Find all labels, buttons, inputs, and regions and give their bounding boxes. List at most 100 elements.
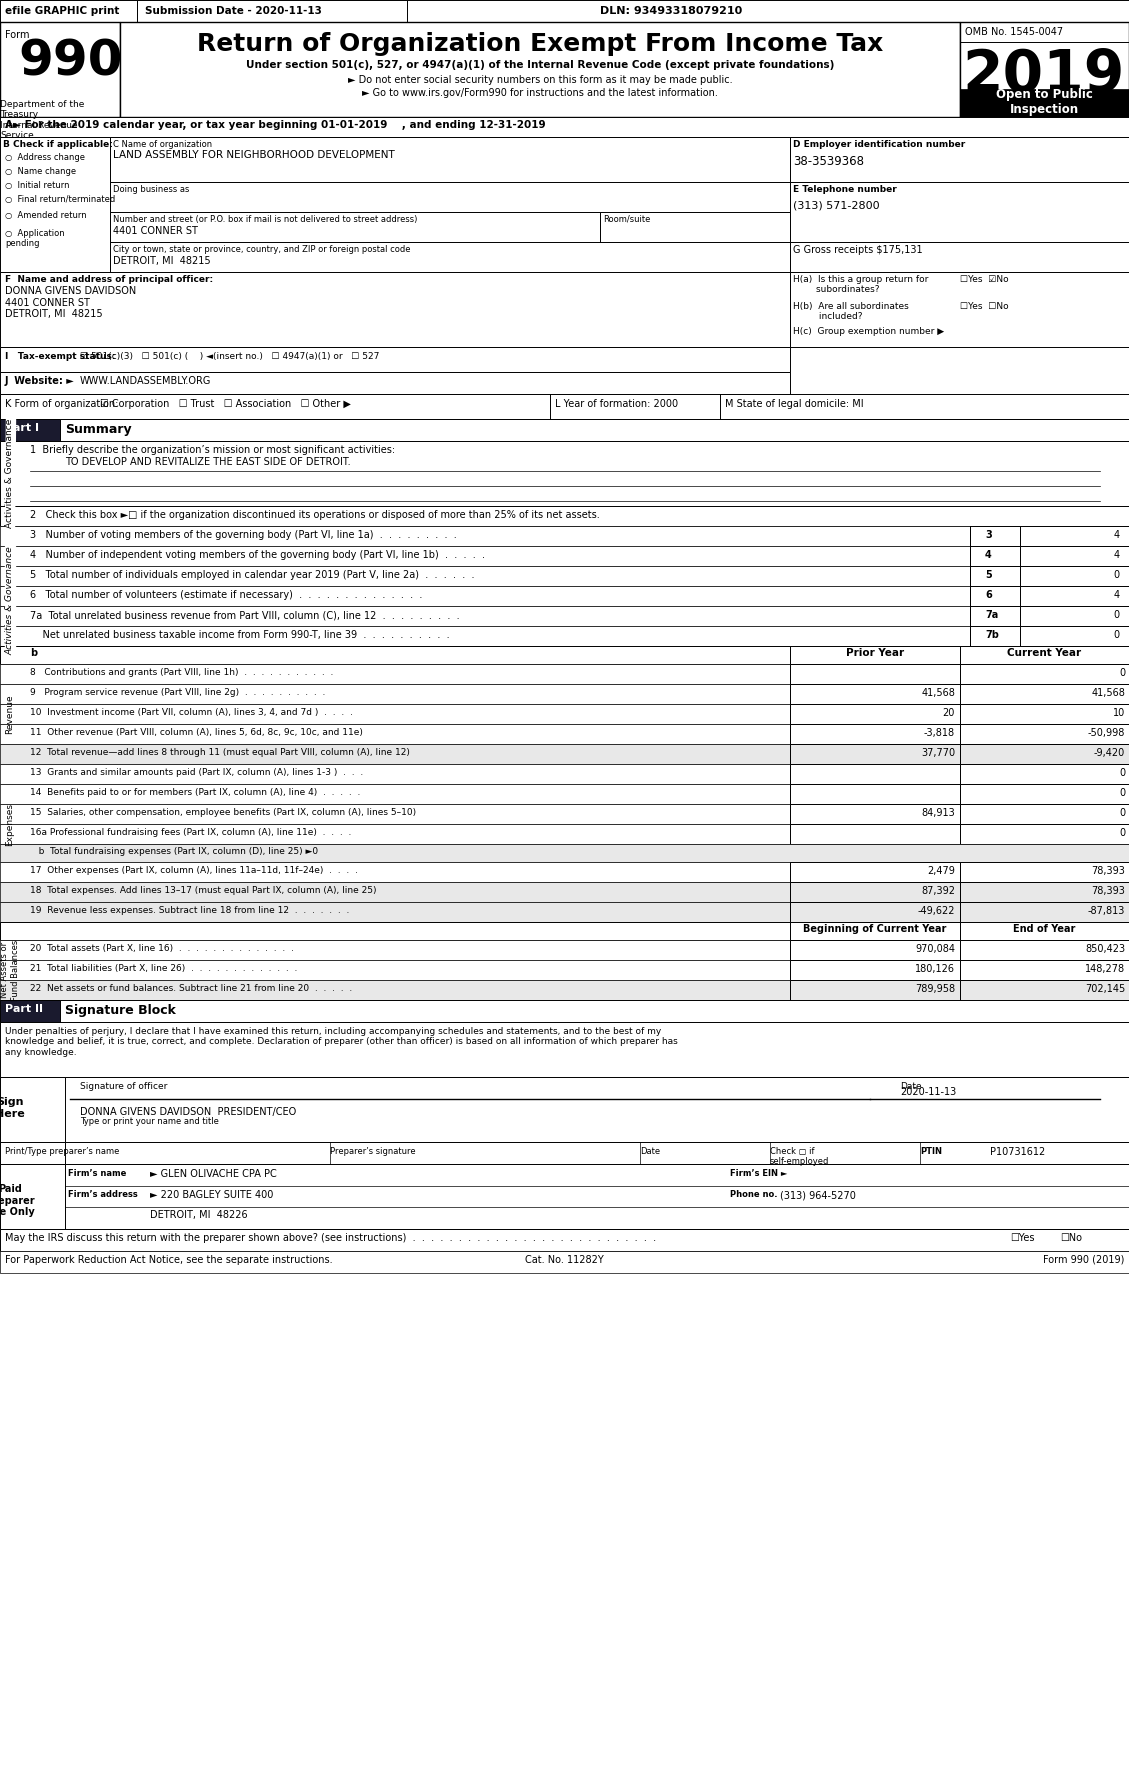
Text: -3,818: -3,818 bbox=[924, 727, 955, 738]
Bar bbox=[0, 684, 790, 704]
Text: Cat. No. 11282Y: Cat. No. 11282Y bbox=[525, 1255, 603, 1264]
Text: efile GRAPHIC print: efile GRAPHIC print bbox=[5, 5, 120, 16]
Text: 13  Grants and similar amounts paid (Part IX, column (A), lines 1-3 )  .  .  .: 13 Grants and similar amounts paid (Part… bbox=[30, 768, 364, 777]
Bar bbox=[0, 116, 1129, 136]
Bar bbox=[60, 999, 1129, 1023]
Text: 41,568: 41,568 bbox=[921, 688, 955, 698]
Text: 87,392: 87,392 bbox=[921, 887, 955, 896]
Text: Sign
Here: Sign Here bbox=[0, 1098, 25, 1119]
Text: 5   Total number of individuals employed in calendar year 2019 (Part V, line 2a): 5 Total number of individuals employed i… bbox=[30, 570, 474, 580]
Text: Number and street (or P.O. box if mail is not delivered to street address): Number and street (or P.O. box if mail i… bbox=[113, 215, 418, 224]
Text: 19  Revenue less expenses. Subtract line 18 from line 12  .  .  .  .  .  .  .: 19 Revenue less expenses. Subtract line … bbox=[30, 906, 349, 915]
Bar bbox=[960, 724, 1129, 743]
Text: 7b: 7b bbox=[984, 630, 999, 639]
Text: 16a Professional fundraising fees (Part IX, column (A), line 11e)  .  .  .  .: 16a Professional fundraising fees (Part … bbox=[30, 827, 351, 836]
Text: Under penalties of perjury, I declare that I have examined this return, includin: Under penalties of perjury, I declare th… bbox=[5, 1026, 677, 1057]
Text: 6: 6 bbox=[984, 589, 991, 600]
Bar bbox=[960, 90, 1129, 116]
Bar bbox=[960, 960, 1129, 980]
Text: Activities & Governance: Activities & Governance bbox=[6, 546, 15, 656]
Text: OMB No. 1545-0047: OMB No. 1545-0047 bbox=[965, 27, 1064, 38]
Bar bbox=[0, 546, 1129, 566]
Text: ► 220 BAGLEY SUITE 400: ► 220 BAGLEY SUITE 400 bbox=[150, 1189, 273, 1200]
Bar bbox=[0, 903, 790, 922]
Text: Prior Year: Prior Year bbox=[846, 648, 904, 657]
Bar bbox=[0, 1076, 1129, 1143]
Text: 3: 3 bbox=[984, 530, 991, 541]
Text: Return of Organization Exempt From Income Tax: Return of Organization Exempt From Incom… bbox=[196, 32, 883, 56]
Text: 2020-11-13: 2020-11-13 bbox=[900, 1087, 956, 1098]
Bar bbox=[790, 647, 960, 664]
Text: Form 990 (2019): Form 990 (2019) bbox=[1042, 1255, 1124, 1264]
Text: 0: 0 bbox=[1119, 808, 1124, 818]
Text: Type or print your name and title: Type or print your name and title bbox=[80, 1118, 219, 1127]
Text: ○  Application
pending: ○ Application pending bbox=[5, 229, 64, 249]
Text: PTIN: PTIN bbox=[920, 1146, 942, 1155]
Bar bbox=[790, 804, 960, 824]
Text: 4: 4 bbox=[984, 550, 991, 561]
Bar bbox=[0, 1229, 1129, 1250]
Text: ☑ 501(c)(3)   ☐ 501(c) (    ) ◄(insert no.)   ☐ 4947(a)(1) or   ☐ 527: ☑ 501(c)(3) ☐ 501(c) ( ) ◄(insert no.) ☐… bbox=[80, 353, 379, 362]
Bar bbox=[960, 743, 1129, 765]
Text: 6   Total number of volunteers (estimate if necessary)  .  .  .  .  .  .  .  .  : 6 Total number of volunteers (estimate i… bbox=[30, 589, 422, 600]
Bar bbox=[960, 664, 1129, 684]
Bar bbox=[790, 881, 960, 903]
Bar bbox=[0, 605, 1129, 627]
Bar bbox=[110, 242, 790, 272]
Bar bbox=[0, 960, 790, 980]
Text: 990: 990 bbox=[18, 38, 123, 86]
Text: 970,084: 970,084 bbox=[914, 944, 955, 955]
Text: Expenses: Expenses bbox=[6, 802, 15, 845]
Text: For Paperwork Reduction Act Notice, see the separate instructions.: For Paperwork Reduction Act Notice, see … bbox=[5, 1255, 333, 1264]
Text: b  Total fundraising expenses (Part IX, column (D), line 25) ►0: b Total fundraising expenses (Part IX, c… bbox=[30, 847, 318, 856]
Text: 7a  Total unrelated business revenue from Part VIII, column (C), line 12  .  .  : 7a Total unrelated business revenue from… bbox=[30, 611, 460, 620]
Bar bbox=[790, 903, 960, 922]
Text: (313) 571-2800: (313) 571-2800 bbox=[793, 201, 879, 210]
Bar bbox=[0, 824, 790, 844]
Text: 10: 10 bbox=[1113, 707, 1124, 718]
Text: Paid
Preparer
Use Only: Paid Preparer Use Only bbox=[0, 1184, 34, 1218]
Text: Phone no.: Phone no. bbox=[730, 1189, 778, 1198]
Bar bbox=[1019, 586, 1129, 605]
Text: ☐No: ☐No bbox=[1060, 1232, 1082, 1243]
Text: 4: 4 bbox=[1114, 530, 1120, 541]
Text: DLN: 93493318079210: DLN: 93493318079210 bbox=[599, 5, 742, 16]
Text: Activities & Governance: Activities & Governance bbox=[6, 419, 15, 528]
Text: G Gross receipts $175,131: G Gross receipts $175,131 bbox=[793, 245, 922, 254]
Bar bbox=[1019, 627, 1129, 647]
Text: Check ▢ if
self-employed: Check ▢ if self-employed bbox=[770, 1146, 830, 1166]
Text: 4401 CONNER ST: 4401 CONNER ST bbox=[113, 226, 198, 236]
Bar bbox=[0, 1250, 1129, 1273]
Bar bbox=[0, 347, 790, 373]
Text: Part II: Part II bbox=[5, 1005, 43, 1014]
Bar bbox=[790, 136, 1129, 183]
Text: 2,479: 2,479 bbox=[927, 867, 955, 876]
Bar bbox=[0, 647, 790, 664]
Text: ○  Amended return: ○ Amended return bbox=[5, 211, 87, 220]
Bar bbox=[137, 0, 406, 21]
Text: B Check if applicable:: B Check if applicable: bbox=[3, 140, 113, 149]
Text: ► Go to www.irs.gov/Form990 for instructions and the latest information.: ► Go to www.irs.gov/Form990 for instruct… bbox=[362, 88, 718, 99]
Bar bbox=[0, 507, 1129, 527]
Bar bbox=[960, 881, 1129, 903]
Text: DONNA GIVENS DAVIDSON
4401 CONNER ST
DETROIT, MI  48215: DONNA GIVENS DAVIDSON 4401 CONNER ST DET… bbox=[5, 287, 137, 319]
Bar bbox=[790, 765, 960, 784]
Text: -9,420: -9,420 bbox=[1094, 749, 1124, 758]
Text: 789,958: 789,958 bbox=[914, 983, 955, 994]
Bar bbox=[0, 373, 790, 394]
Bar bbox=[0, 844, 1129, 861]
Text: -87,813: -87,813 bbox=[1087, 906, 1124, 915]
Bar bbox=[0, 804, 790, 824]
Bar bbox=[0, 21, 120, 116]
Text: 22  Net assets or fund balances. Subtract line 21 from line 20  .  .  .  .  .: 22 Net assets or fund balances. Subtract… bbox=[30, 983, 352, 992]
Text: Under section 501(c), 527, or 4947(a)(1) of the Internal Revenue Code (except pr: Under section 501(c), 527, or 4947(a)(1)… bbox=[246, 61, 834, 70]
Text: Net unrelated business taxable income from Form 990-T, line 39  .  .  .  .  .  .: Net unrelated business taxable income fr… bbox=[30, 630, 449, 639]
Bar bbox=[0, 1143, 1129, 1164]
Text: b: b bbox=[30, 648, 37, 657]
Text: DETROIT, MI  48215: DETROIT, MI 48215 bbox=[113, 256, 211, 267]
Bar bbox=[960, 980, 1129, 999]
Text: 11  Other revenue (Part VIII, column (A), lines 5, 6d, 8c, 9c, 10c, and 11e): 11 Other revenue (Part VIII, column (A),… bbox=[30, 727, 362, 738]
Bar bbox=[960, 824, 1129, 844]
Bar bbox=[0, 724, 790, 743]
Text: ☐Yes: ☐Yes bbox=[1010, 1232, 1034, 1243]
